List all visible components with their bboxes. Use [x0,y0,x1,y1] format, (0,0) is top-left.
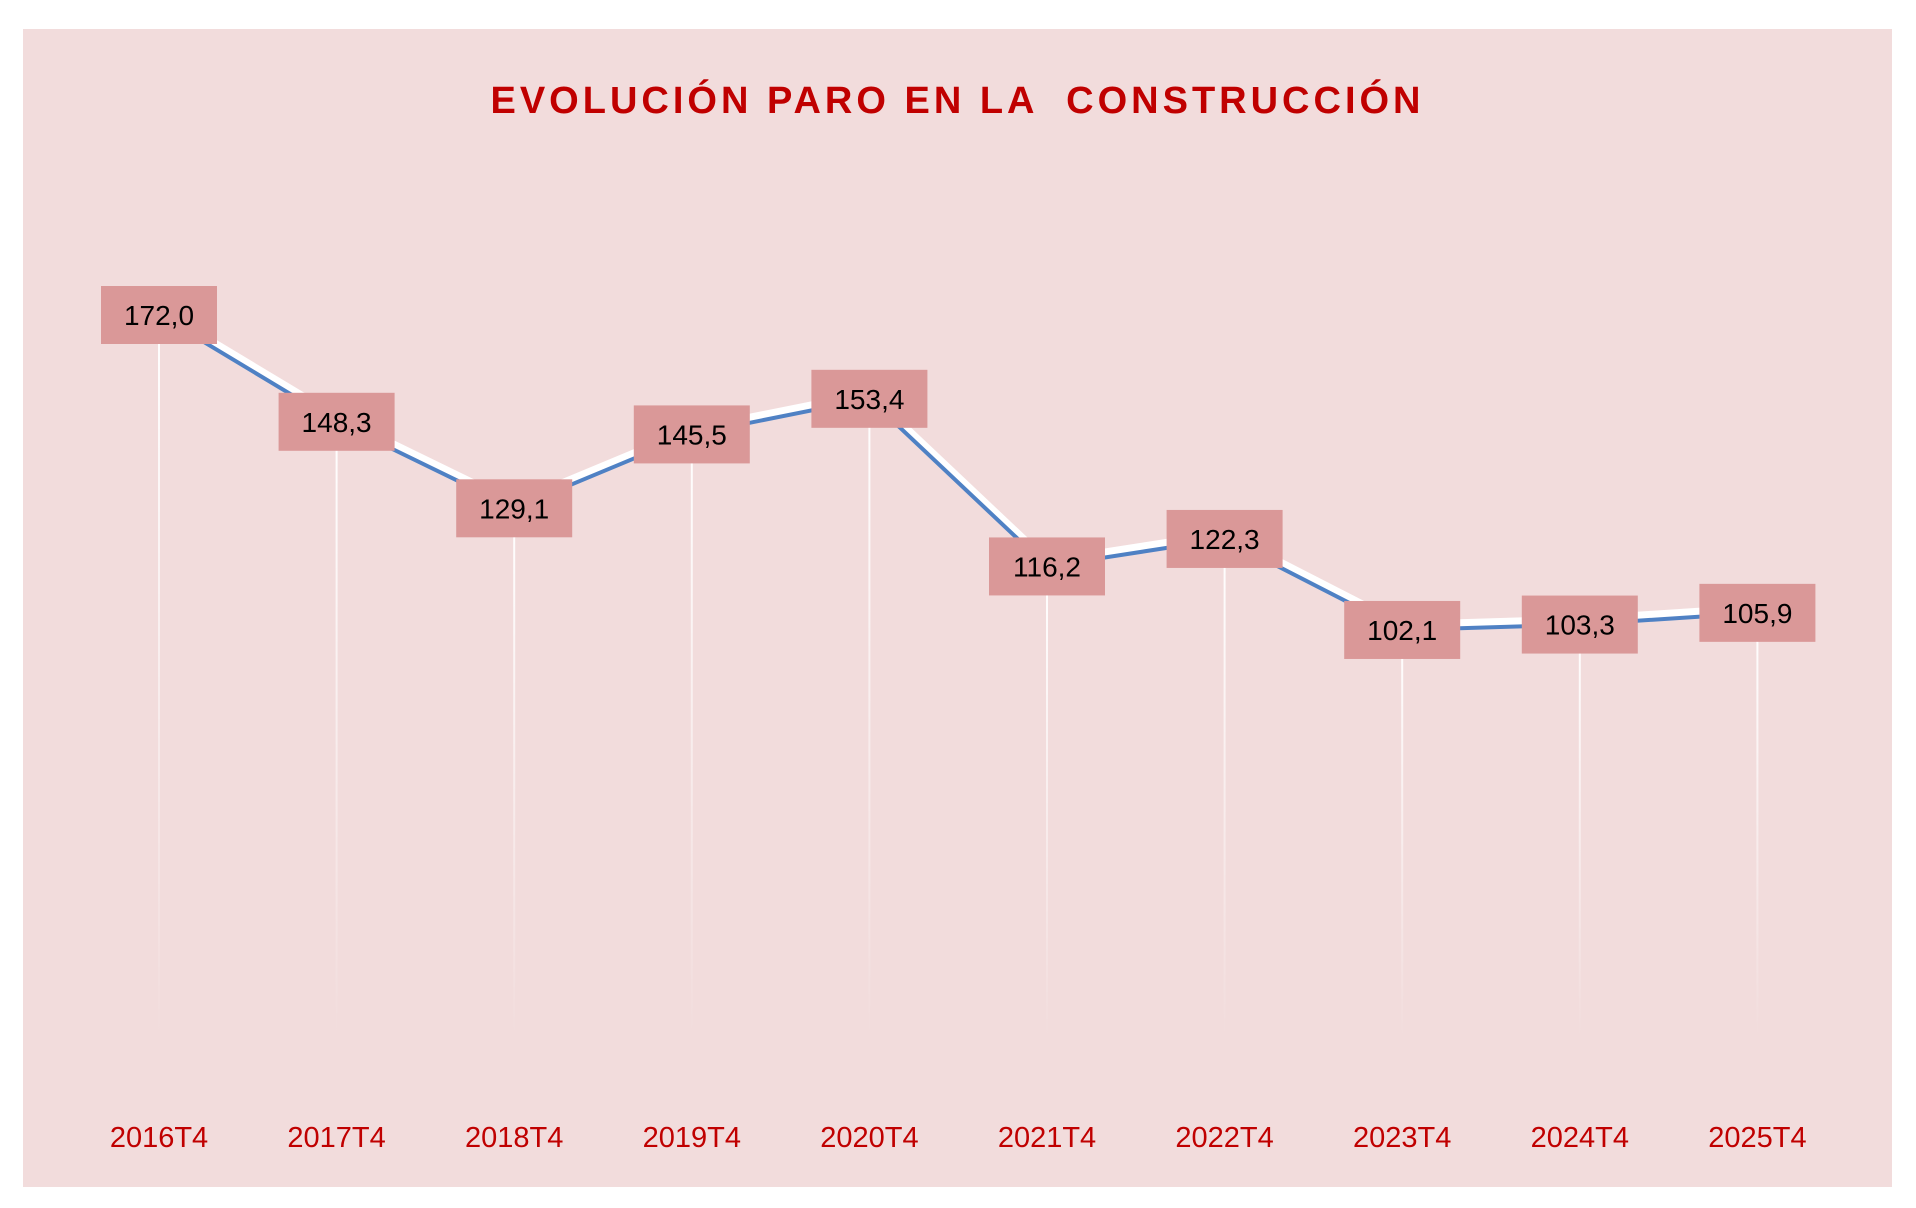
drop-line [868,398,871,1040]
x-tick-label: 2022T4 [1175,1122,1273,1154]
x-tick-label: 2025T4 [1708,1122,1806,1154]
data-label: 102,1 [1367,615,1437,646]
data-label-box [1699,583,1816,642]
chart-title: EVOLUCIÓN PARO EN LA CONSTRUCCIÓN [490,80,1425,122]
series-line [157,313,1758,632]
drop-line [1046,566,1048,1040]
data-label: 148,3 [302,407,372,438]
x-tick-label: 2017T4 [287,1122,385,1154]
drop-line [158,315,160,1040]
data-label-box [1521,595,1638,654]
x-tick-label: 2019T4 [643,1122,741,1154]
x-tick-label: 2024T4 [1531,1122,1629,1154]
data-label: 129,1 [479,493,549,524]
data-label-box [1166,509,1283,568]
drop-line [1223,538,1226,1040]
x-tick-label: 2021T4 [998,1122,1096,1154]
data-label: 105,9 [1722,598,1792,629]
data-label: 103,3 [1545,610,1615,641]
data-label-box [811,369,928,428]
series-line-shadow [156,306,1758,629]
data-label-box [101,286,217,344]
data-label: 172,0 [124,300,194,331]
data-label: 153,4 [834,384,904,415]
data-label-box [989,537,1105,596]
data-label-box [456,479,573,538]
x-tick-label: 2020T4 [820,1122,918,1154]
data-label-box [278,392,395,451]
x-tick-label: 2016T4 [110,1122,208,1154]
drop-line [1401,629,1404,1040]
data-label-box [633,405,750,464]
drop-line [690,434,693,1040]
data-label: 116,2 [1013,551,1081,582]
x-tick-label: 2018T4 [465,1122,563,1154]
data-label-box [1344,600,1461,659]
data-label: 145,5 [657,419,727,450]
drop-line [1756,612,1759,1040]
drop-line [1578,624,1581,1040]
x-tick-label: 2023T4 [1353,1122,1451,1154]
drop-line [513,508,516,1041]
drop-line [335,421,338,1040]
data-label: 122,3 [1190,524,1260,555]
